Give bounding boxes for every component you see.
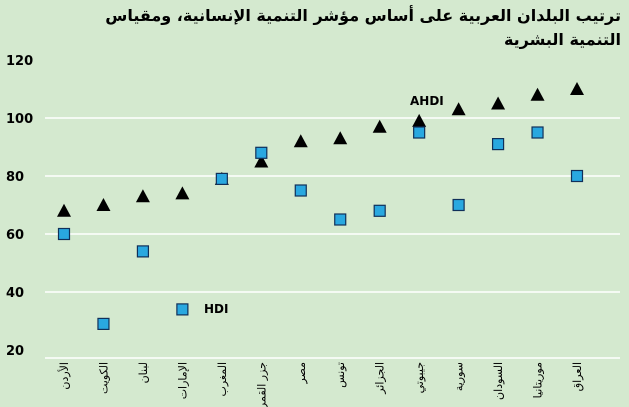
x-tick-label: الأردن (57, 362, 71, 390)
square-marker (215, 172, 228, 185)
triangle-marker (293, 134, 308, 148)
y-tick-label: 60 (6, 228, 24, 243)
y-tick-label: 120 (6, 54, 33, 69)
square-marker (57, 227, 71, 241)
square-marker (176, 303, 189, 316)
x-tick-label: العراق (571, 362, 584, 391)
triangle-marker (175, 186, 190, 200)
triangle-marker (530, 87, 545, 101)
x-tick-label: لبنان (137, 362, 150, 383)
square-marker (452, 198, 465, 212)
x-tick-label: جيبوتي (413, 362, 426, 393)
square-marker (136, 245, 150, 258)
square-marker (570, 169, 584, 183)
triangle-marker (372, 119, 387, 133)
triangle-marker (570, 82, 584, 95)
x-tick-label: الكويت (97, 362, 110, 394)
square-marker (255, 146, 268, 159)
chart-title: ترتيب البلدان العربية على أساس مؤشر التن… (105, 6, 621, 49)
y-tick-label: 20 (6, 344, 24, 359)
square-marker (373, 204, 386, 217)
series-label: AHDI (410, 94, 444, 108)
y-tick-label: 40 (6, 286, 24, 301)
triangle-marker (451, 102, 466, 116)
y-tick-label: 100 (6, 112, 33, 127)
square-marker (334, 213, 347, 226)
triangle-marker (96, 198, 111, 211)
x-tick-label: جزر القمر (255, 362, 268, 407)
triangle-marker (333, 131, 348, 145)
square-marker (491, 138, 505, 151)
square-marker (97, 317, 110, 330)
x-tick-label: مصر (295, 362, 308, 385)
square-marker (413, 126, 426, 139)
x-tick-label: سورية (453, 362, 466, 391)
triangle-marker (412, 113, 427, 127)
x-tick-label: الجزائر (374, 362, 387, 395)
triangle-marker (254, 154, 269, 168)
triangle-marker (135, 189, 150, 203)
series-label: HDI (204, 302, 228, 316)
x-tick-label: السودان (492, 362, 505, 400)
x-tick-label: الإمارات (176, 362, 189, 399)
y-tick-label: 80 (6, 170, 24, 185)
x-tick-label: موريتانيا (532, 362, 545, 398)
triangle-marker (491, 96, 506, 110)
x-tick-label: تونس (334, 362, 347, 388)
square-marker (531, 126, 544, 139)
square-marker (294, 184, 307, 197)
x-tick-label: المغرب (216, 362, 229, 397)
triangle-marker (57, 203, 71, 217)
